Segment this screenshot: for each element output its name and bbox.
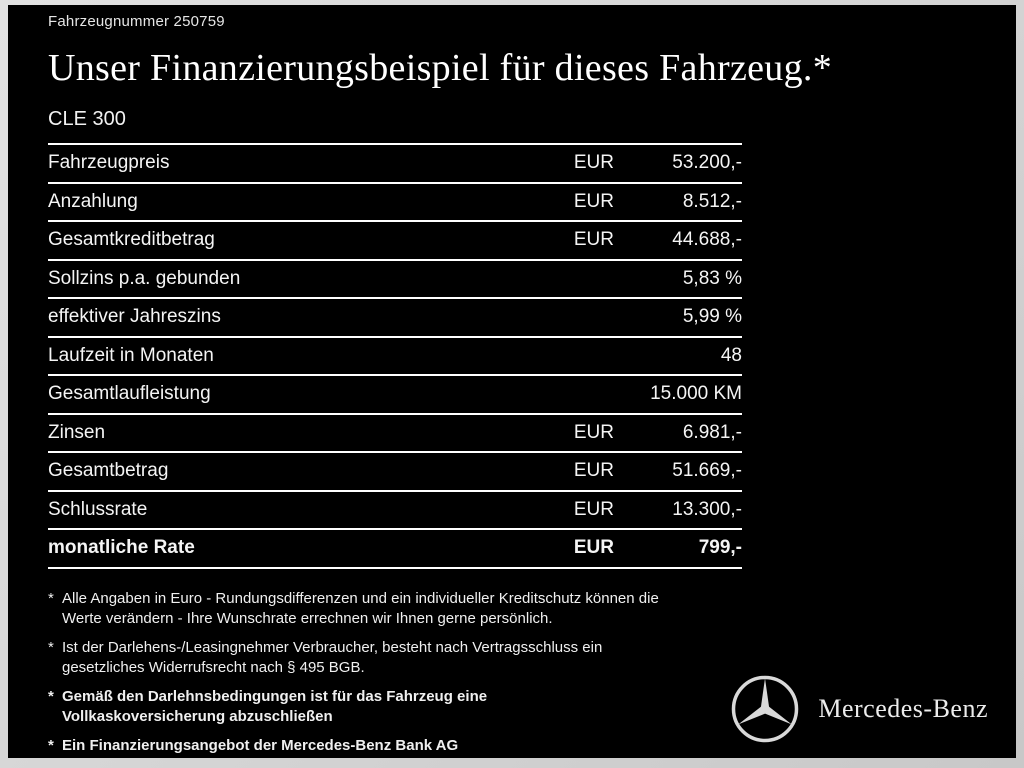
page-title: Unser Finanzierungsbeispiel für dieses F… bbox=[48, 47, 832, 89]
financing-table: Fahrzeugpreis EUR 53.200,- Anzahlung EUR… bbox=[48, 143, 742, 569]
footnote-text: Ein Finanzierungsangebot der Mercedes-Be… bbox=[62, 737, 459, 755]
row-label: Zinsen bbox=[48, 421, 106, 443]
row-value: 15.000 KM bbox=[650, 383, 742, 405]
footnote: * Ein Finanzierungsangebot der Mercedes-… bbox=[48, 736, 748, 756]
footnote-text: Gemäß den Darlehnsbedingungen ist für da… bbox=[62, 687, 488, 725]
mercedes-star-icon bbox=[730, 674, 800, 744]
row-label: Gesamtbetrag bbox=[48, 460, 169, 482]
row-currency: EUR bbox=[573, 229, 614, 251]
mercedes-benz-wordmark: Mercedes-Benz bbox=[818, 694, 988, 723]
footnote-text: Alle Angaben in Euro - Rundungsdifferenz… bbox=[62, 589, 659, 627]
row-label: Schlussrate bbox=[48, 498, 148, 520]
row-value: 799,- bbox=[698, 537, 742, 559]
vehicle-number: Fahrzeugnummer 250759 bbox=[48, 13, 225, 30]
table-row: Anzahlung EUR 8.512,- bbox=[48, 184, 742, 222]
row-label: Fahrzeugpreis bbox=[48, 152, 170, 174]
row-label: Gesamtkreditbetrag bbox=[48, 229, 215, 251]
footnote-text: Ist der Darlehens-/Leasingnehmer Verbrau… bbox=[62, 638, 603, 676]
row-currency: EUR bbox=[573, 152, 614, 174]
row-value: 48 bbox=[720, 344, 742, 366]
row-label: effektiver Jahreszins bbox=[48, 306, 221, 328]
table-row: Gesamtlaufleistung 15.000 KM bbox=[48, 376, 742, 415]
row-value: 53.200,- bbox=[672, 152, 742, 174]
row-currency: EUR bbox=[573, 498, 614, 520]
footnotes: * Alle Angaben in Euro - Rundungsdiffere… bbox=[48, 589, 748, 757]
table-row: Fahrzeugpreis EUR 53.200,- bbox=[48, 145, 742, 184]
row-label: Sollzins p.a. gebunden bbox=[48, 267, 241, 289]
table-row: Gesamtbetrag EUR 51.669,- bbox=[48, 453, 742, 492]
model-name: CLE 300 bbox=[48, 108, 126, 130]
table-row: Sollzins p.a. gebunden 5,83 % bbox=[48, 261, 742, 299]
table-row: Gesamtkreditbetrag EUR 44.688,- bbox=[48, 222, 742, 261]
row-value: 5,99 % bbox=[682, 306, 742, 328]
brand-block: Mercedes-Benz bbox=[730, 674, 988, 744]
row-label: Laufzeit in Monaten bbox=[48, 344, 214, 366]
content-area: Fahrzeugnummer 250759 Unser Finanzierung… bbox=[8, 5, 1016, 756]
footnote-marker: * bbox=[48, 589, 54, 607]
row-currency: EUR bbox=[573, 190, 614, 212]
row-value: 44.688,- bbox=[672, 229, 742, 251]
footnote: * Ist der Darlehens-/Leasingnehmer Verbr… bbox=[48, 638, 748, 678]
row-label: Gesamtlaufleistung bbox=[48, 383, 211, 405]
row-label: Anzahlung bbox=[48, 190, 138, 212]
row-value: 6.981,- bbox=[682, 421, 742, 443]
footnote: * Alle Angaben in Euro - Rundungsdiffere… bbox=[48, 589, 748, 629]
footnote-marker: * bbox=[48, 638, 54, 656]
financing-panel: Fahrzeugnummer 250759 Unser Finanzierung… bbox=[8, 5, 1016, 758]
footnote-marker: * bbox=[48, 737, 54, 755]
row-currency: EUR bbox=[573, 537, 614, 559]
footnote-marker: * bbox=[48, 687, 54, 705]
row-currency: EUR bbox=[573, 460, 614, 482]
footnote: * Gemäß den Darlehnsbedingungen ist für … bbox=[48, 687, 748, 727]
row-value: 8.512,- bbox=[682, 190, 742, 212]
row-value: 5,83 % bbox=[682, 267, 742, 289]
row-label: monatliche Rate bbox=[48, 537, 195, 559]
table-row-monthly-rate: monatliche Rate EUR 799,- bbox=[48, 530, 742, 569]
row-value: 13.300,- bbox=[672, 498, 742, 520]
table-row: Schlussrate EUR 13.300,- bbox=[48, 492, 742, 530]
table-row: Laufzeit in Monaten 48 bbox=[48, 338, 742, 376]
row-currency: EUR bbox=[573, 421, 614, 443]
table-row: Zinsen EUR 6.981,- bbox=[48, 415, 742, 453]
table-row: effektiver Jahreszins 5,99 % bbox=[48, 299, 742, 338]
row-value: 51.669,- bbox=[672, 460, 742, 482]
